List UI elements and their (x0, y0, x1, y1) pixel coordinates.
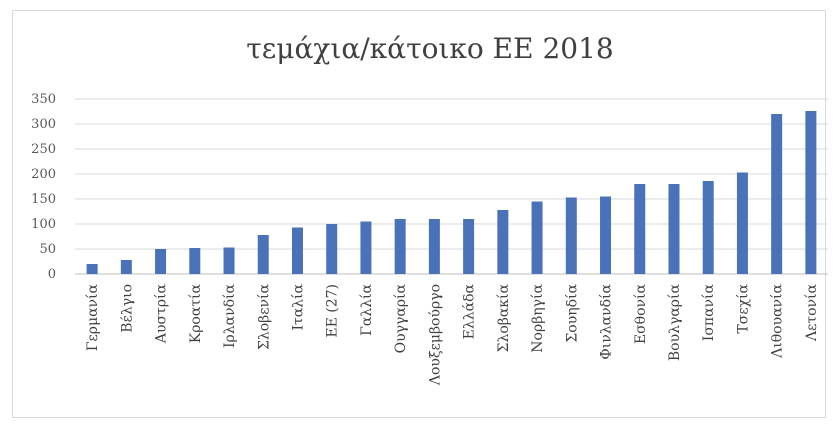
x-axis-categories: Γερμανία Βέλγιο Αυστρία Κροατία Ιρλανδία Σλοβ… (84, 283, 820, 386)
x-category-label: Λετονία (803, 283, 820, 342)
x-category-label: Ελλάδα (462, 283, 478, 339)
bar (155, 249, 167, 274)
bar (531, 201, 543, 274)
bar (736, 172, 748, 274)
x-category-label: Λουξεμβούργο (427, 284, 443, 386)
x-category-label: Γαλλία (358, 283, 375, 335)
x-category-label: Νορβηγία (529, 283, 546, 352)
bar (668, 184, 680, 274)
x-category-label: Κροατία (187, 283, 204, 343)
bar (360, 221, 372, 274)
bar (634, 184, 646, 274)
bar (428, 219, 440, 274)
x-category-label: Ουγγαρία (392, 283, 409, 353)
x-category-label: Ιταλία (289, 283, 306, 330)
x-category-label: Σλοβακία (495, 283, 512, 352)
y-tick-label: 300 (31, 117, 56, 132)
x-category-label: Αυστρία (153, 283, 170, 344)
bars (86, 111, 817, 274)
bar (257, 235, 269, 274)
y-tick-label: 100 (31, 217, 56, 232)
bar (189, 248, 201, 274)
bar (463, 219, 475, 274)
bar (497, 210, 509, 274)
bar (702, 181, 714, 274)
x-category-label: Φινλανδία (598, 283, 615, 359)
bar (771, 114, 783, 274)
x-category-label: Σλοβενία (255, 283, 272, 350)
bar (600, 196, 612, 274)
x-category-label: Γερμανία (84, 283, 101, 351)
bar (120, 260, 132, 274)
bar (326, 224, 338, 274)
x-category-label: Σουηδία (563, 283, 580, 342)
x-category-label: Βουλγαρία (666, 283, 683, 361)
x-category-label: Λιθουανία (769, 283, 786, 358)
y-tick-label: 350 (31, 92, 56, 107)
x-category-label: Βέλγιο (118, 284, 135, 333)
y-tick-label: 250 (31, 142, 56, 157)
x-category-label: Εσθονία (632, 283, 649, 344)
bar (86, 264, 98, 274)
x-category-label: Ιρλανδία (221, 283, 238, 348)
gridlines (75, 98, 828, 275)
bar (223, 247, 235, 274)
x-category-label: ΕΕ (27) (325, 284, 341, 338)
y-tick-label: 0 (48, 267, 56, 282)
x-category-label: Τσεχία (734, 283, 751, 333)
x-category-label: Ισπανία (700, 283, 717, 341)
y-axis-ticks: 0 50 100 150 200 250 300 350 (31, 92, 56, 282)
bar (805, 111, 817, 274)
y-tick-label: 50 (39, 242, 56, 257)
bar (394, 219, 406, 274)
chart-title: τεμάχια/κάτοικο ΕΕ 2018 (246, 32, 613, 65)
bar (291, 227, 303, 274)
chart-frame (12, 10, 826, 418)
y-tick-label: 150 (31, 192, 56, 207)
y-tick-label: 200 (31, 167, 56, 182)
bar (565, 197, 577, 274)
